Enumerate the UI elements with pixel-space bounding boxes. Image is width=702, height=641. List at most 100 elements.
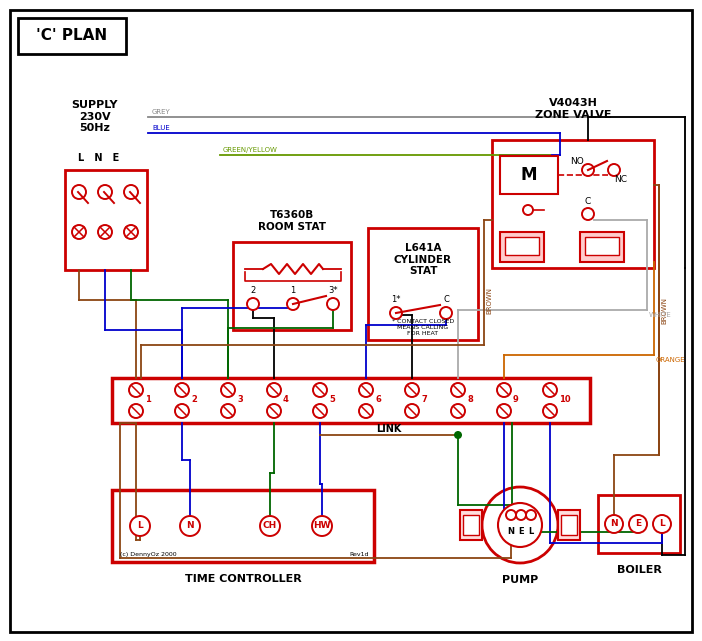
Circle shape bbox=[287, 298, 299, 310]
Circle shape bbox=[653, 515, 671, 533]
Circle shape bbox=[359, 404, 373, 418]
Text: TIME CONTROLLER: TIME CONTROLLER bbox=[185, 574, 301, 584]
Circle shape bbox=[451, 404, 465, 418]
Circle shape bbox=[543, 383, 557, 397]
Bar bbox=[492, 140, 654, 268]
Text: BROWN: BROWN bbox=[661, 297, 667, 324]
Text: L: L bbox=[137, 522, 143, 531]
Circle shape bbox=[405, 383, 419, 397]
Text: ORANGE: ORANGE bbox=[656, 357, 686, 363]
Circle shape bbox=[405, 404, 419, 418]
Circle shape bbox=[582, 164, 594, 176]
Text: WHITE: WHITE bbox=[649, 312, 672, 318]
Bar bbox=[460, 510, 482, 540]
Text: L641A
CYLINDER
STAT: L641A CYLINDER STAT bbox=[394, 243, 452, 276]
Circle shape bbox=[130, 516, 150, 536]
Circle shape bbox=[506, 510, 516, 520]
Bar bbox=[505, 237, 539, 255]
Text: 8: 8 bbox=[467, 395, 472, 404]
Bar bbox=[500, 232, 544, 262]
Text: L: L bbox=[529, 526, 534, 535]
Circle shape bbox=[129, 404, 143, 418]
Circle shape bbox=[454, 431, 462, 439]
Circle shape bbox=[523, 205, 533, 215]
Text: T6360B
ROOM STAT: T6360B ROOM STAT bbox=[258, 210, 326, 231]
Text: V4043H
ZONE VALVE: V4043H ZONE VALVE bbox=[535, 98, 611, 120]
Text: N: N bbox=[610, 519, 618, 528]
Circle shape bbox=[221, 383, 235, 397]
Text: N: N bbox=[508, 526, 515, 535]
Text: BOILER: BOILER bbox=[616, 565, 661, 575]
Bar bbox=[580, 232, 624, 262]
Circle shape bbox=[124, 225, 138, 239]
Circle shape bbox=[497, 383, 511, 397]
Circle shape bbox=[629, 515, 647, 533]
Circle shape bbox=[482, 487, 558, 563]
Circle shape bbox=[543, 404, 557, 418]
Text: * CONTACT CLOSED
MEANS CALLING
FOR HEAT: * CONTACT CLOSED MEANS CALLING FOR HEAT bbox=[392, 319, 454, 336]
Text: 10: 10 bbox=[559, 395, 571, 404]
Text: LINK: LINK bbox=[376, 424, 402, 434]
Text: NC: NC bbox=[614, 176, 627, 185]
Circle shape bbox=[516, 510, 526, 520]
Text: 4: 4 bbox=[283, 395, 289, 404]
Circle shape bbox=[390, 307, 402, 319]
Circle shape bbox=[124, 185, 138, 199]
Bar bbox=[598, 495, 680, 553]
Circle shape bbox=[72, 185, 86, 199]
Text: CH: CH bbox=[263, 522, 277, 531]
Circle shape bbox=[180, 516, 200, 536]
Text: 2: 2 bbox=[191, 395, 197, 404]
Circle shape bbox=[175, 404, 189, 418]
Text: 1: 1 bbox=[145, 395, 151, 404]
Text: GREY: GREY bbox=[152, 109, 171, 115]
Bar bbox=[233, 242, 351, 330]
Circle shape bbox=[608, 164, 620, 176]
Text: SUPPLY
230V
50Hz: SUPPLY 230V 50Hz bbox=[72, 100, 118, 133]
Bar bbox=[500, 156, 558, 194]
Circle shape bbox=[582, 208, 594, 220]
Text: L: L bbox=[659, 519, 665, 528]
Circle shape bbox=[98, 225, 112, 239]
Circle shape bbox=[451, 383, 465, 397]
Bar bbox=[368, 228, 478, 340]
Circle shape bbox=[260, 516, 280, 536]
Bar bbox=[558, 510, 580, 540]
Text: C: C bbox=[443, 295, 449, 304]
Text: C: C bbox=[585, 197, 591, 206]
Text: NO: NO bbox=[570, 158, 584, 167]
Circle shape bbox=[497, 404, 511, 418]
Circle shape bbox=[313, 383, 327, 397]
Circle shape bbox=[359, 383, 373, 397]
Circle shape bbox=[267, 404, 281, 418]
Text: 1: 1 bbox=[291, 286, 296, 295]
Circle shape bbox=[175, 383, 189, 397]
Text: 1*: 1* bbox=[391, 295, 401, 304]
Circle shape bbox=[440, 307, 452, 319]
Text: N: N bbox=[186, 522, 194, 531]
Circle shape bbox=[72, 225, 86, 239]
Text: GREEN/YELLOW: GREEN/YELLOW bbox=[223, 147, 278, 153]
Bar bbox=[585, 237, 619, 255]
Bar bbox=[112, 490, 374, 562]
Text: E: E bbox=[635, 519, 641, 528]
Circle shape bbox=[98, 185, 112, 199]
Circle shape bbox=[312, 516, 332, 536]
Text: Rev1d: Rev1d bbox=[350, 552, 369, 557]
Circle shape bbox=[221, 404, 235, 418]
Bar bbox=[18, 18, 126, 54]
Circle shape bbox=[498, 503, 542, 547]
Text: (c) DennyOz 2000: (c) DennyOz 2000 bbox=[120, 552, 177, 557]
Text: 3: 3 bbox=[237, 395, 243, 404]
Text: 9: 9 bbox=[513, 395, 519, 404]
Circle shape bbox=[605, 515, 623, 533]
Circle shape bbox=[327, 298, 339, 310]
Bar bbox=[561, 515, 577, 535]
Text: PUMP: PUMP bbox=[502, 575, 538, 585]
Text: 5: 5 bbox=[329, 395, 335, 404]
Text: M: M bbox=[521, 166, 537, 184]
Text: 3*: 3* bbox=[329, 286, 338, 295]
Text: 6: 6 bbox=[375, 395, 381, 404]
Bar bbox=[65, 170, 147, 270]
Text: 2: 2 bbox=[251, 286, 256, 295]
